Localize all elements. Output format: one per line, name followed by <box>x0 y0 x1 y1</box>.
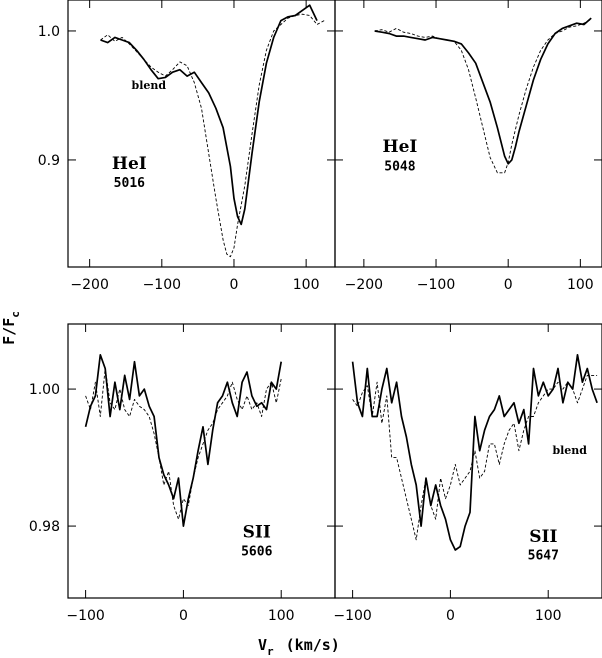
panel-frame <box>334 0 602 268</box>
panel-frame <box>67 0 336 268</box>
y-tick-label: 1.00 <box>29 382 60 398</box>
annotation-label: 5016 <box>114 176 145 191</box>
panel-2: −200 −100 0 100 HeI 5048 <box>334 0 602 293</box>
model-profile-line <box>100 13 325 258</box>
panel-4: −100 0 100 SII 5647 blend <box>333 323 602 624</box>
x-tick-label: −200 <box>345 277 383 293</box>
x-tick-label: −100 <box>417 277 455 293</box>
y-tick-label: 1.0 <box>38 24 60 40</box>
observed-profile-line <box>374 17 592 165</box>
observed-profile-line <box>351 353 598 551</box>
x-tick-label: −100 <box>143 277 181 293</box>
annotation-label: blend <box>552 444 587 457</box>
x-tick-label: 100 <box>535 608 562 624</box>
y-axis-title: F/Fc <box>0 311 22 345</box>
x-tick-label: 0 <box>179 608 188 624</box>
model-profile-line <box>85 368 282 520</box>
x-tick-label: 0 <box>230 277 239 293</box>
annotation-label: HeI <box>112 154 147 174</box>
observed-profile-line <box>100 4 318 226</box>
annotation-label: SII <box>529 527 557 547</box>
x-tick-label: 0 <box>504 277 513 293</box>
x-tick-label: 0 <box>446 608 455 624</box>
x-tick-label: 100 <box>268 608 295 624</box>
x-axis-title: Vr (km/s) <box>258 636 340 658</box>
x-tick-label: −200 <box>70 277 108 293</box>
panel-frame <box>67 323 336 599</box>
annotation-label: HeI <box>383 137 418 157</box>
panel-3: −100 0 100 0.98 1.00 SII 5606 <box>29 323 336 624</box>
annotation-label: 5048 <box>384 159 415 174</box>
x-tick-label: −100 <box>333 608 371 624</box>
model-profile-line <box>352 374 598 541</box>
annotation-label: 5647 <box>528 549 559 564</box>
annotation-label: blend <box>132 79 167 92</box>
panels-container: −200 −100 0 100 0.9 1.0 HeI 5016 blend −200 −100 0 1… <box>29 0 602 624</box>
y-tick-label: 0.98 <box>29 519 60 535</box>
annotation-label: SII <box>243 523 271 543</box>
x-tick-label: 100 <box>293 277 320 293</box>
model-profile-line <box>374 18 592 174</box>
panel-frame <box>334 323 602 599</box>
panel-1: −200 −100 0 100 0.9 1.0 HeI 5016 blend <box>38 0 336 293</box>
x-axis-title-text: Vr (km/s) <box>258 636 340 658</box>
observed-profile-line <box>84 353 283 527</box>
y-axis-title-text: F/Fc <box>0 311 22 345</box>
annotation-label: 5606 <box>241 545 272 560</box>
x-tick-label: −100 <box>66 608 104 624</box>
x-tick-label: 100 <box>567 277 594 293</box>
y-tick-label: 0.9 <box>38 153 60 169</box>
